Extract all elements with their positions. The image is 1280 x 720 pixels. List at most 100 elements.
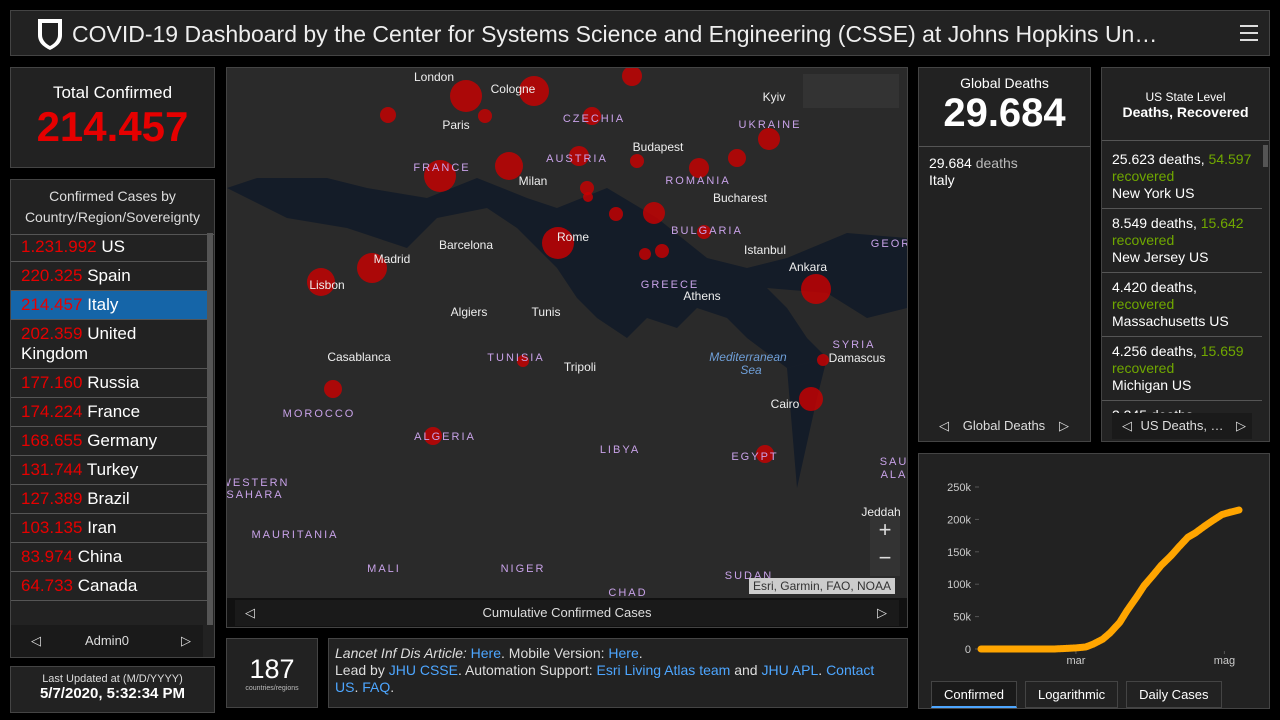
link[interactable]: Here — [608, 645, 639, 661]
case-row[interactable]: 127.389 Brazil — [11, 485, 207, 514]
case-row[interactable]: 214.457 Italy — [11, 291, 207, 320]
us-entry[interactable]: 3.345 deaths, — [1102, 401, 1262, 413]
link[interactable]: JHU CSSE — [388, 662, 458, 678]
cases-title: Confirmed Cases by Country/Region/Sovere… — [11, 180, 214, 235]
us-recovered: 15.659 — [1200, 343, 1244, 359]
case-row[interactable]: 1.231.992 US — [11, 233, 207, 262]
map-label: SAU — [880, 456, 907, 468]
deaths-title: Global Deaths — [960, 75, 1049, 91]
map-label: Barcelona — [439, 238, 493, 252]
header: COVID-19 Dashboard by the Center for Sys… — [10, 10, 1270, 56]
map-label: Tripoli — [564, 360, 596, 374]
us-entry[interactable]: 4.256 deaths, 15.659 recovered Michigan US — [1102, 337, 1262, 401]
deaths-tab[interactable]: ◁ Global Deaths ▷ — [939, 418, 1069, 433]
cases-tab[interactable]: ◁ Admin0 ▷ — [11, 625, 203, 657]
cases-list[interactable]: 1.231.992 US 220.325 Spain 214.457 Italy 20… — [11, 233, 207, 625]
map[interactable]: London Cologne Kyiv Paris CZECHIA UKRAINE FRAN… — [227, 68, 907, 598]
map-label: GREECE — [641, 279, 699, 291]
map-label: EGYPT — [731, 451, 778, 463]
map-label: MALI — [367, 563, 401, 575]
map-label: Kyiv — [763, 90, 786, 104]
menu[interactable] — [1240, 24, 1260, 42]
case-value: 1.231.992 — [21, 237, 97, 256]
link[interactable]: JHU APL — [761, 662, 819, 678]
info-panel: Lancet Inf Dis Article: Here. Mobile Ver… — [328, 638, 908, 708]
case-value: 174.224 — [21, 402, 83, 421]
us-subtitle: Deaths, Recovered — [1102, 104, 1269, 141]
us-place: Massachusetts US — [1112, 313, 1229, 329]
map-tab[interactable]: ◁ Cumulative Confirmed Cases ▷ — [235, 600, 899, 626]
us-entry[interactable]: 8.549 deaths, 15.642 recovered New Jersey … — [1102, 209, 1262, 273]
case-value: 131.744 — [21, 460, 83, 479]
death-unit: deaths — [975, 155, 1018, 171]
us-recovered: 15.642 — [1200, 215, 1244, 231]
case-row[interactable]: 177.160 Russia — [11, 369, 207, 398]
link[interactable]: Esri Living Atlas team — [596, 662, 731, 678]
map-label: Cologne — [491, 82, 536, 96]
info-paragraph: Lead by JHU CSSE. Automation Support: Es… — [335, 662, 901, 696]
case-row[interactable]: 103.135 Iran — [11, 514, 207, 543]
map-labels: London Cologne Kyiv Paris CZECHIA UKRAINE FRAN… — [227, 70, 907, 598]
map-label: Jeddah — [861, 505, 900, 519]
case-row[interactable]: 174.224 France — [11, 398, 207, 427]
case-value: 127.389 — [21, 489, 83, 508]
info-paragraph: Lancet Inf Dis Article: Here. Mobile Ver… — [335, 645, 901, 662]
case-row[interactable]: 83.974 China — [11, 543, 207, 572]
zoom[interactable]: + − — [870, 516, 900, 576]
scrollbar[interactable] — [207, 233, 213, 625]
x-tick-label: mar — [1066, 655, 1085, 667]
case-row[interactable]: 131.744 Turkey — [11, 456, 207, 485]
map-label: Istanbul — [744, 243, 786, 257]
case-name: Brazil — [87, 489, 130, 508]
chart-tab[interactable]: Daily Cases — [1126, 681, 1222, 708]
map-tools[interactable] — [803, 74, 899, 108]
us-entry[interactable]: 4.420 deaths, recovered Massachusetts US — [1102, 273, 1262, 337]
death-count: 29.684 — [929, 155, 972, 171]
map-label: LIBYA — [600, 444, 640, 456]
case-row[interactable]: 202.359 United Kingdom — [11, 320, 207, 369]
us-entry[interactable]: 25.623 deaths, 54.597 recovered New York U… — [1102, 145, 1262, 209]
y-tick-label: 200k — [947, 514, 971, 526]
chart-tab[interactable]: Confirmed — [931, 681, 1017, 708]
map-label: CZECHIA — [563, 113, 625, 125]
map-label: Algiers — [451, 305, 488, 319]
map-label: FRANCE — [413, 162, 470, 174]
map-label: London — [414, 70, 454, 84]
map-label: Sea — [740, 363, 762, 377]
count-value: 187 — [249, 654, 295, 684]
us-tab[interactable]: ◁ US Deaths, … ▷ — [1112, 413, 1252, 439]
us-place: New York US — [1112, 185, 1195, 201]
map-label: UKRAINE — [739, 119, 802, 131]
info-text: . — [638, 645, 643, 661]
map-label: Damascus — [829, 351, 886, 365]
case-name: Italy — [87, 295, 119, 314]
case-value: 220.325 — [21, 266, 83, 285]
link[interactable]: FAQ — [362, 679, 391, 695]
case-row[interactable]: 220.325 Spain — [11, 262, 207, 291]
map-label: Tunis — [532, 305, 561, 319]
bubbles — [307, 68, 831, 463]
case-value: 103.135 — [21, 518, 83, 537]
y-tick-label: 250k — [947, 482, 971, 494]
us-deaths: 3.345 deaths, — [1112, 407, 1197, 413]
link[interactable]: Contact US — [335, 662, 879, 695]
case-row[interactable]: 168.655 Germany — [11, 427, 207, 456]
scrollbar[interactable] — [1263, 145, 1268, 167]
chart-tabs: Confirmed Logarithmic Daily Cases — [931, 681, 1222, 708]
title: COVID-19 Dashboard by the Center for Sys… — [72, 21, 1158, 47]
logo — [38, 19, 62, 50]
map-label: BULGARIA — [671, 225, 743, 237]
case-value: 177.160 — [21, 373, 83, 392]
us-recovered-label: recovered — [1112, 168, 1175, 184]
info-text: and — [730, 662, 762, 678]
link[interactable]: Here — [470, 645, 502, 661]
map-label: NIGER — [501, 563, 546, 575]
case-value: 214.457 — [21, 295, 83, 314]
case-name: Canada — [77, 576, 138, 595]
map-label: Casablanca — [327, 350, 391, 364]
us-list[interactable]: 25.623 deaths, 54.597 recovered New York U… — [1102, 145, 1262, 413]
map-label: GEOR — [871, 238, 907, 250]
chart-tab[interactable]: Logarithmic — [1024, 681, 1119, 708]
case-row[interactable]: 64.733 Canada — [11, 572, 207, 601]
total-panel: Total Confirmed 214.457 — [10, 67, 215, 168]
